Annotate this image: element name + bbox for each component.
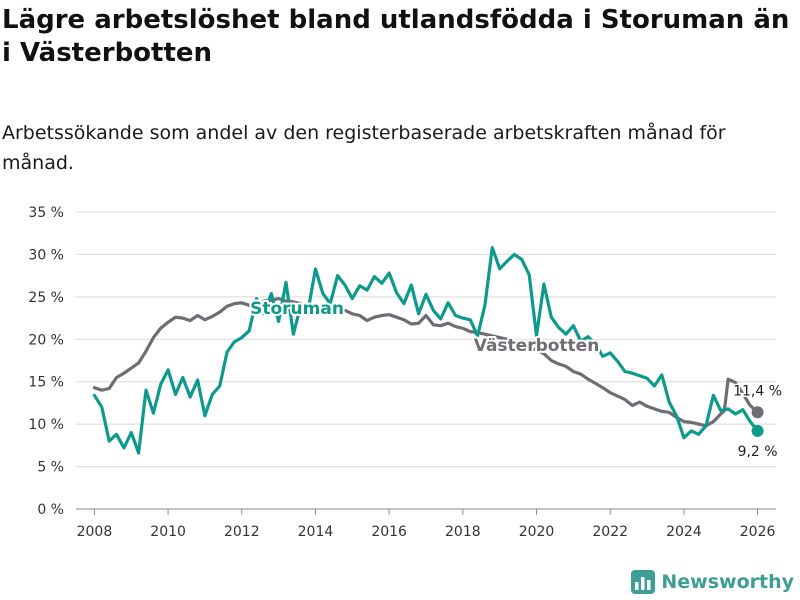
end-point-storuman: [751, 424, 764, 437]
series-line-vasterbotten: [92, 297, 760, 428]
x-tick-label: 2010: [150, 524, 186, 540]
y-tick-label: 20 %: [28, 332, 64, 348]
newsworthy-brand[interactable]: Newsworthy: [631, 570, 794, 594]
grid-lines: [76, 211, 776, 510]
x-tick-label: 2024: [666, 524, 702, 540]
x-tick-label: 2018: [445, 524, 481, 540]
y-tick-label: 35 %: [28, 205, 64, 221]
x-tick-label: 2014: [298, 524, 334, 540]
end-value-label-vasterbotten: 11,4 %: [733, 383, 782, 399]
x-axis-ticks: 2008 2010 2012 2014 2016 2018 2020 2022 2024 2026: [77, 509, 776, 540]
series-line-storuman: [92, 246, 760, 455]
chart-title: Lägre arbetslöshet bland utlandsfödda i …: [2, 5, 790, 68]
y-tick-label: 0 %: [37, 502, 64, 518]
y-tick-label: 15 %: [28, 375, 64, 391]
series-lines: [92, 246, 764, 455]
newsworthy-logo-icon: [631, 570, 656, 594]
end-point-vasterbotten: [751, 406, 764, 419]
y-tick-label: 25 %: [28, 290, 64, 306]
y-tick-label: 5 %: [37, 460, 64, 476]
y-tick-label: 10 %: [28, 417, 64, 433]
x-tick-label: 2008: [77, 524, 113, 540]
series-labels: Västerbotten 11,4 % Storuman 9,2 %: [248, 297, 783, 462]
x-tick-label: 2012: [224, 524, 260, 540]
series-label-storuman: Storuman: [250, 299, 344, 319]
x-tick-label: 2022: [592, 524, 628, 540]
newsworthy-wordmark: Newsworthy: [661, 571, 794, 593]
series-label-vasterbotten: Västerbotten: [474, 336, 600, 356]
y-tick-label: 30 %: [28, 247, 64, 263]
x-tick-label: 2026: [740, 524, 776, 540]
y-axis-ticks: 0 % 5 % 10 % 15 % 20 % 25 % 30 % 35 %: [28, 205, 64, 518]
x-tick-label: 2016: [371, 524, 407, 540]
chart-subtitle: Arbetssökande som andel av den registerb…: [2, 122, 726, 174]
x-tick-label: 2020: [519, 524, 555, 540]
end-value-label-storuman: 9,2 %: [738, 444, 778, 460]
